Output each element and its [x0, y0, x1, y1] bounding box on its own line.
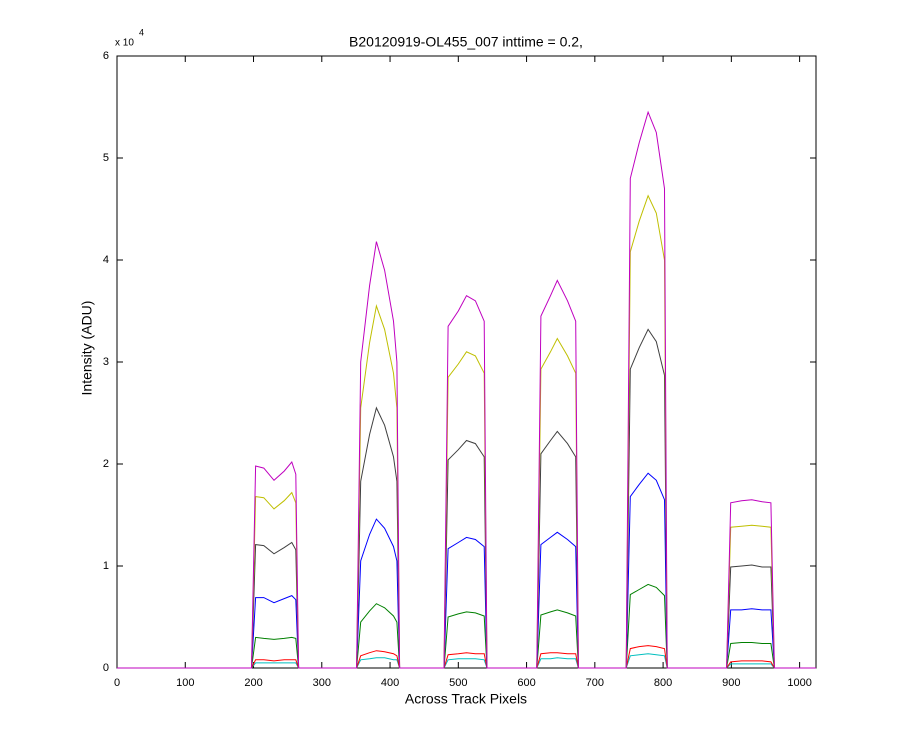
- y-tick-label: 0: [103, 662, 109, 674]
- y-tick-label: 6: [103, 50, 109, 62]
- y-axis-label: Intensity (ADU): [79, 301, 95, 396]
- x-tick-label: 900: [722, 677, 740, 689]
- series-line: [117, 110, 816, 669]
- x-tick-label: 0: [114, 677, 120, 689]
- x-tick-label: 200: [244, 677, 262, 689]
- x-tick-label: 300: [313, 677, 331, 689]
- x-tick-label: 100: [176, 677, 194, 689]
- x-tick-label: 800: [654, 677, 672, 689]
- y-tick-label: 4: [103, 254, 109, 266]
- x-tick-label: 1000: [787, 677, 811, 689]
- y-multiplier-exponent: 4: [139, 27, 144, 37]
- x-tick-label: 500: [449, 677, 467, 689]
- y-tick-label: 5: [103, 152, 109, 164]
- y-tick-label: 3: [103, 356, 109, 368]
- plot-area: [116, 55, 817, 669]
- y-tick-label: 2: [103, 458, 109, 470]
- x-tick-label: 400: [381, 677, 399, 689]
- x-axis-label: Across Track Pixels: [405, 691, 527, 707]
- x-tick-label: 600: [517, 677, 535, 689]
- x-tick-label: 700: [586, 677, 604, 689]
- y-multiplier: x 10: [115, 38, 134, 49]
- chart-title: B20120919-OL455_007 inttime = 0.2,: [349, 34, 583, 50]
- y-tick-label: 1: [103, 560, 109, 572]
